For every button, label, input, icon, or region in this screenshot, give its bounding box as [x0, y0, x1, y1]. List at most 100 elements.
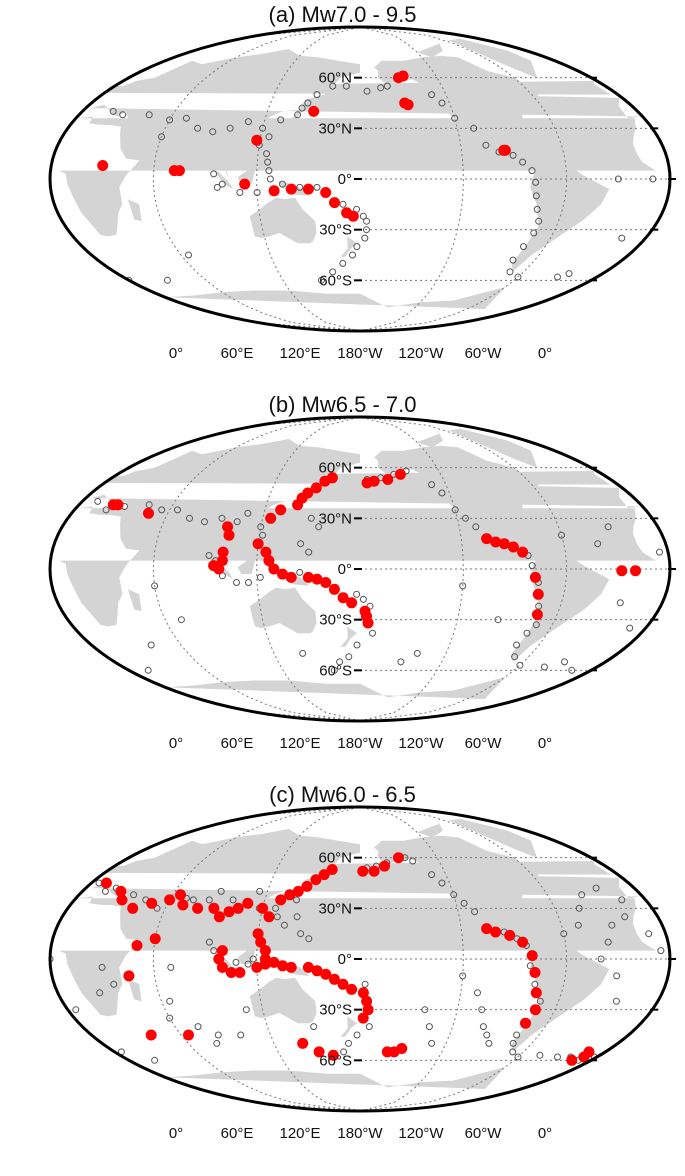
earthquake-marker-red: [116, 894, 128, 906]
earthquake-marker-gray: [425, 1023, 433, 1031]
earthquake-marker-gray: [242, 1006, 250, 1014]
earthquake-marker-gray: [342, 82, 350, 90]
earthquake-marker-gray: [214, 1031, 222, 1039]
earthquake-marker-gray: [109, 107, 117, 115]
panel-a: (a) Mw7.0 - 9.5 60°N 30°N 0° 30°S 60°S 0° 60°E…: [0, 2, 685, 386]
earthquake-marker-gray: [554, 273, 561, 281]
panel-b: (b) Mw6.5 - 7.0 60°N 30°N 0° 30°S 60°S 0° 60°E…: [0, 392, 685, 776]
earthquake-marker-red: [260, 546, 272, 558]
earthquake-marker-red: [216, 555, 228, 567]
earthquake-marker-gray: [509, 151, 517, 159]
earthquake-marker-gray: [359, 595, 367, 603]
earthquake-marker-red: [263, 911, 275, 923]
meridian-gridline: [359, 417, 464, 721]
earthquake-marker-red: [213, 953, 225, 965]
earthquake-marker-red: [208, 560, 220, 572]
earthquake-marker-gray: [151, 582, 159, 590]
earthquake-marker-gray: [177, 616, 185, 624]
lat-label: 30°N: [318, 510, 352, 527]
lon-label: 120°W: [398, 1125, 444, 1142]
earthquake-marker-red: [239, 178, 251, 190]
lat-label: 0°: [338, 561, 352, 578]
earthquake-marker-gray: [520, 243, 527, 251]
earthquake-marker-gray: [523, 629, 531, 637]
earthquake-marker-gray: [528, 562, 536, 570]
earthquake-marker-gray: [369, 629, 376, 637]
earthquake-marker-red: [532, 588, 544, 600]
earthquake-marker-red: [268, 563, 280, 575]
earthquake-marker-gray: [554, 1053, 561, 1061]
earthquake-marker-gray: [540, 663, 548, 671]
earthquake-marker-red: [362, 1004, 374, 1016]
earthquake-marker-red: [263, 555, 275, 567]
earthquake-marker-gray: [345, 653, 353, 661]
earthquake-marker-gray: [272, 904, 280, 912]
earthquake-marker-red: [346, 597, 358, 609]
earthquake-marker-gray: [608, 921, 616, 929]
earthquake-marker-gray: [244, 960, 252, 968]
earthquake-marker-red: [313, 1046, 325, 1058]
earthquake-marker-gray: [451, 506, 459, 514]
earthquake-marker-gray: [163, 276, 171, 284]
land-new-zealand: [340, 236, 357, 257]
earthquake-marker-gray: [460, 899, 468, 907]
earthquake-marker-gray: [470, 124, 478, 132]
earthquake-marker-gray: [361, 980, 369, 988]
land-borneo: [237, 557, 256, 575]
earthquake-marker-gray: [145, 111, 153, 119]
earthquake-marker-red: [277, 960, 289, 972]
earthquake-marker-gray: [151, 1056, 159, 1064]
earthquake-marker-gray: [296, 183, 304, 191]
earthquake-marker-gray: [330, 666, 338, 674]
earthquake-marker-red: [337, 592, 349, 604]
lon-label: 60°E: [221, 1125, 254, 1142]
earthquake-marker-gray: [253, 189, 261, 196]
earthquake-marker-gray: [428, 871, 436, 879]
lon-label: 120°W: [398, 345, 444, 362]
meridian-gridline: [152, 27, 361, 331]
panel-c: (c) Mw6.0 - 6.5 60°N 30°N 0° 30°S 60°S 0° 60°E…: [0, 782, 685, 1166]
earthquake-marker-gray: [359, 212, 367, 220]
earthquake-marker-gray: [313, 183, 321, 191]
earthquake-marker-gray: [315, 523, 323, 531]
earthquake-marker-red: [216, 945, 228, 957]
earthquake-marker-red: [481, 923, 493, 935]
earthquake-marker-gray: [531, 980, 539, 988]
lon-label: 120°E: [279, 735, 320, 752]
earthquake-marker-gray: [182, 114, 190, 122]
land-madagascar: [127, 979, 142, 1002]
earthquake-marker-red: [311, 965, 323, 977]
earthquake-marker-gray: [592, 884, 600, 892]
earthquake-marker-gray: [339, 200, 347, 208]
earthquake-marker-gray: [213, 1039, 221, 1047]
earthquake-marker-red: [115, 885, 127, 897]
lat-label: 30°N: [318, 900, 352, 917]
earthquake-marker-gray: [194, 1023, 202, 1031]
meridian-gridline: [359, 417, 568, 721]
earthquake-marker-red: [490, 926, 502, 938]
earthquake-marker-red: [268, 185, 280, 197]
earthquake-marker-gray: [313, 91, 321, 99]
land-africa: [59, 506, 656, 627]
earthquake-marker-gray: [166, 997, 174, 1005]
earthquake-marker-gray: [265, 133, 273, 141]
lat-label: 30°S: [319, 222, 352, 239]
earthquake-marker-red: [302, 487, 314, 499]
earthquake-marker-red: [302, 961, 314, 973]
earthquake-marker-gray: [509, 1039, 517, 1047]
earthquake-marker-gray: [459, 972, 467, 980]
meridian-gridline: [256, 417, 361, 721]
earthquake-marker-red: [216, 961, 228, 973]
meridian-gridline: [152, 807, 361, 1111]
earthquake-marker-gray: [532, 192, 540, 200]
earthquake-marker-gray: [265, 167, 273, 175]
lon-label: 180°W: [337, 345, 383, 362]
earthquake-marker-red: [320, 968, 332, 980]
earthquake-marker-gray: [514, 273, 522, 281]
earthquake-marker-gray: [409, 857, 417, 865]
earthquake-marker-gray: [509, 256, 517, 264]
earthquake-marker-gray: [217, 887, 225, 895]
lon-label: 60°W: [465, 735, 503, 752]
earthquake-marker-gray: [526, 962, 534, 970]
earthquake-marker-red: [397, 70, 409, 82]
